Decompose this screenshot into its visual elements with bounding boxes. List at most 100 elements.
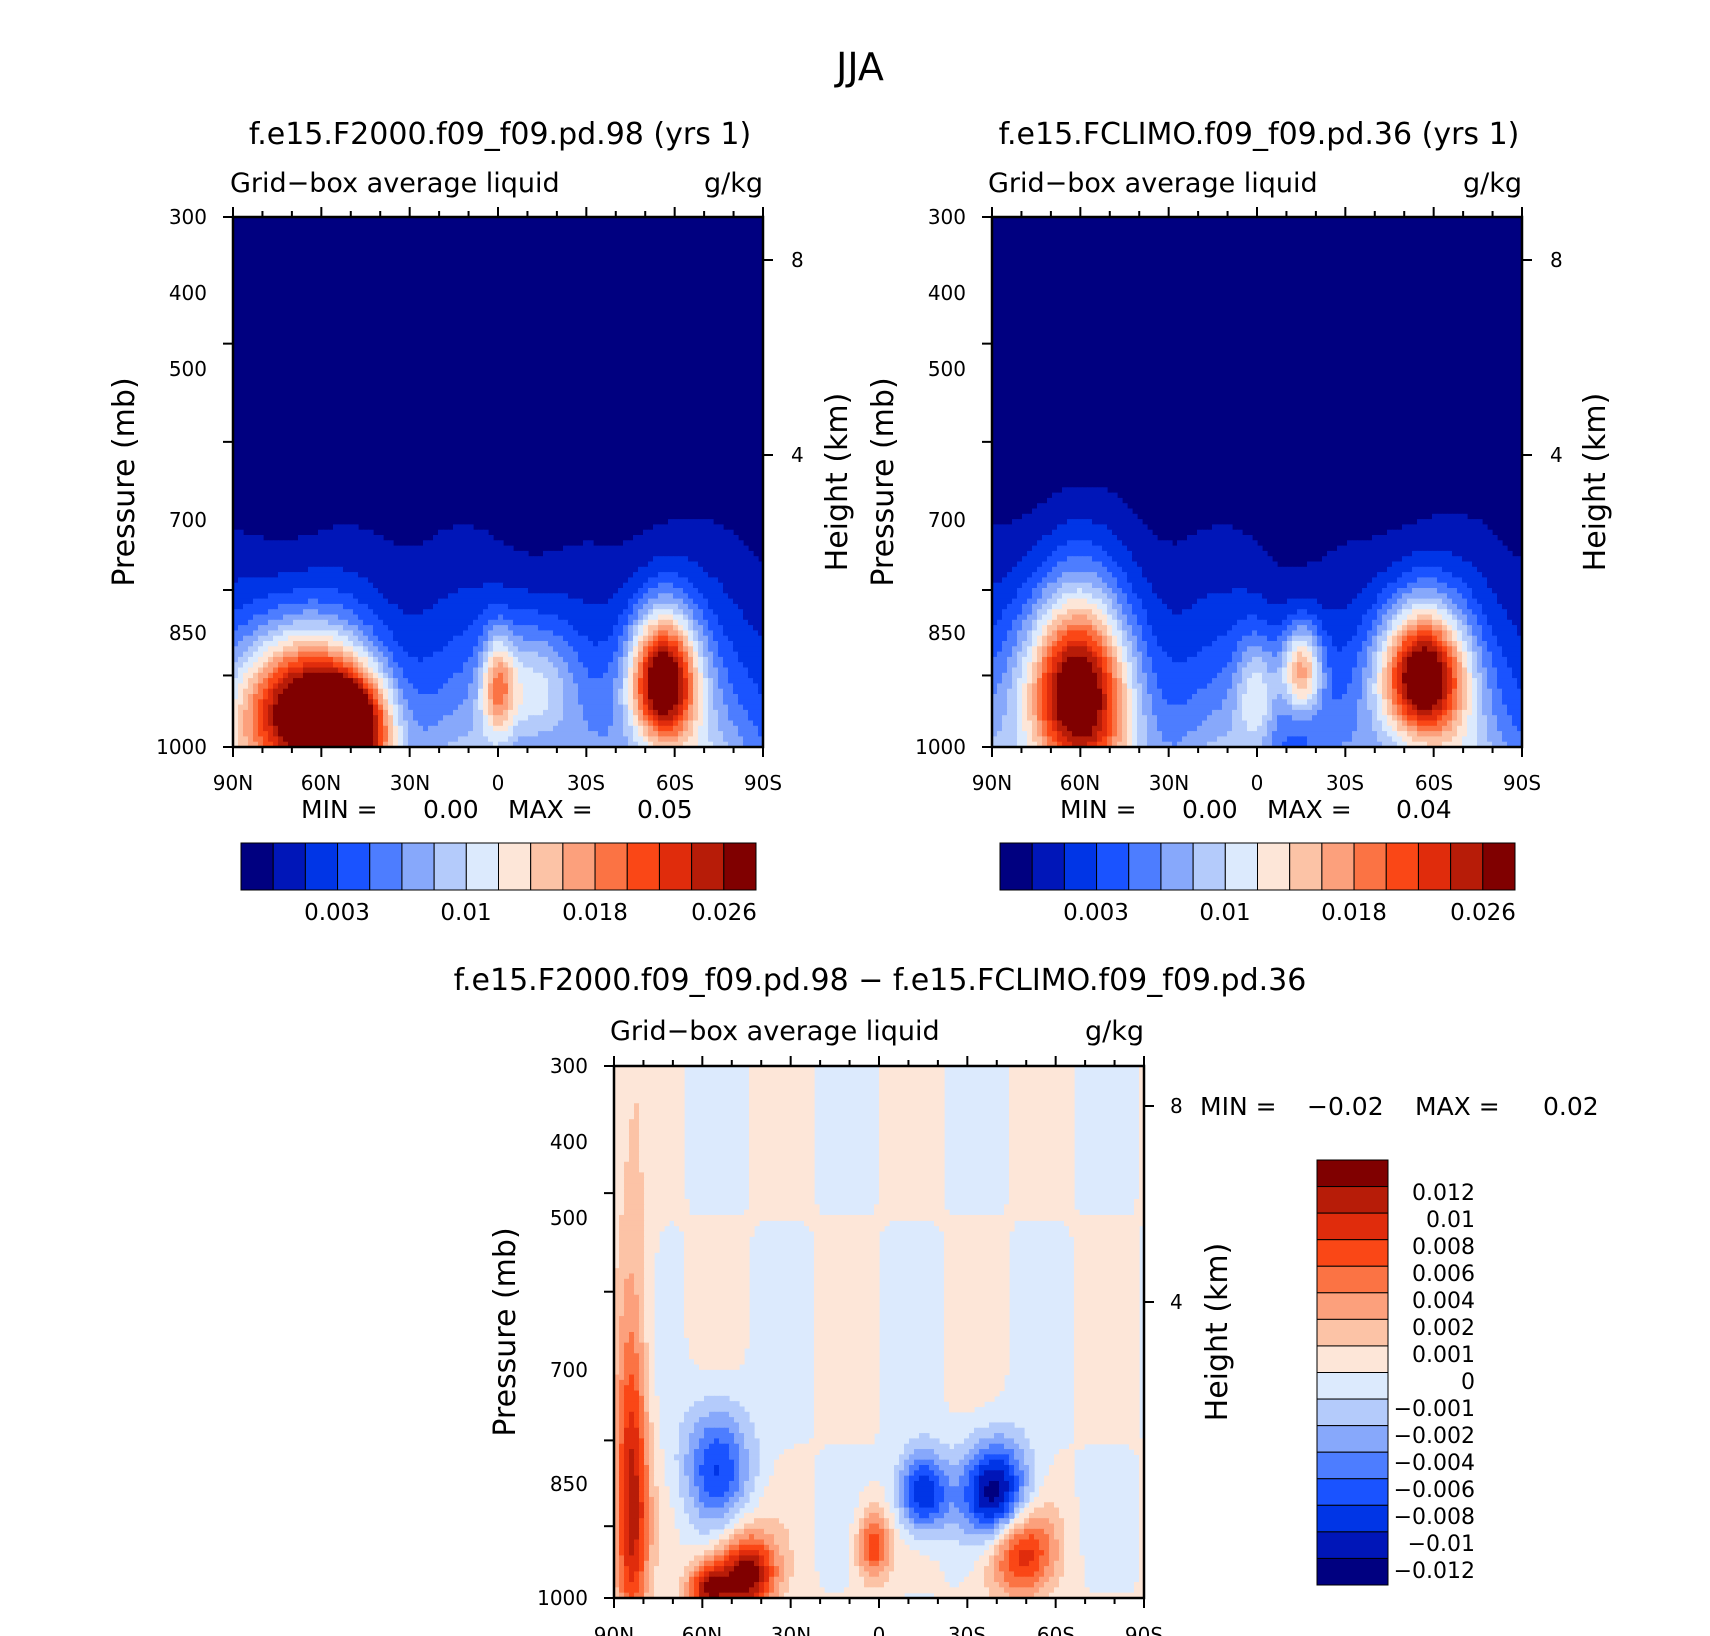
p1-contour-cell bbox=[608, 715, 614, 722]
p1-contour-cell bbox=[503, 614, 509, 621]
p1-contour-cell bbox=[598, 625, 604, 631]
p1-contour-cell bbox=[293, 614, 299, 621]
p1-contour-cell bbox=[363, 731, 369, 737]
p2-contour-cell bbox=[1242, 535, 1248, 541]
p2-contour-cell bbox=[1087, 524, 1093, 531]
p1-contour-cell bbox=[338, 656, 344, 663]
p2-contour-cell bbox=[1147, 540, 1153, 547]
p1-contour-cell bbox=[573, 731, 579, 737]
p1-contour-cell bbox=[333, 593, 339, 600]
p1-contour-cell bbox=[403, 619, 409, 626]
p1-contour-cell bbox=[438, 672, 444, 679]
p1-contour-cell bbox=[308, 635, 314, 642]
p1-contour-cell bbox=[493, 572, 499, 578]
p1-contour-cell bbox=[663, 545, 669, 552]
p1-contour-cell bbox=[693, 572, 699, 578]
p2-contour-cell bbox=[1372, 545, 1378, 552]
p1-contour-cell bbox=[443, 651, 449, 658]
p1-contour-cell bbox=[533, 662, 539, 669]
p2-contour-cell bbox=[1092, 503, 1098, 510]
p2-contour-cell bbox=[1417, 529, 1423, 536]
p1-contour-cell bbox=[703, 646, 709, 653]
p2-contour-cell bbox=[1477, 535, 1483, 541]
p1-contour-cell bbox=[558, 641, 564, 647]
p2-contour-cell bbox=[997, 524, 1003, 531]
p1-contour-cell bbox=[733, 656, 739, 663]
p1-contour-cell bbox=[493, 619, 499, 626]
p1-contour-cell bbox=[703, 635, 709, 642]
p1-contour-cell bbox=[508, 725, 514, 732]
p1-contour-cell bbox=[248, 699, 254, 706]
p1-contour-cell bbox=[418, 588, 424, 594]
p1-contour-cell bbox=[648, 678, 654, 684]
p1-contour-cell bbox=[243, 561, 249, 568]
p1-contour-cell bbox=[363, 694, 369, 700]
p1-contour-cell bbox=[663, 715, 669, 722]
p2-contour-cell bbox=[1437, 556, 1443, 563]
p1-contour-cell bbox=[268, 556, 274, 563]
p1-contour-cell bbox=[393, 741, 399, 748]
p2-contour-cell bbox=[1042, 535, 1048, 541]
p1-contour-cell bbox=[468, 598, 474, 605]
p1-contour-cell bbox=[473, 598, 479, 605]
p1-contour-cell bbox=[333, 545, 339, 552]
p1-contour-cell bbox=[583, 566, 589, 573]
p1-contour-cell bbox=[743, 609, 749, 616]
p1-contour-cell bbox=[653, 704, 659, 711]
p1-contour-cell bbox=[323, 540, 329, 547]
p1-contour-cell bbox=[688, 720, 694, 727]
p1-contour-cell bbox=[568, 630, 574, 637]
p1-contour-cell bbox=[463, 699, 469, 706]
p1-contour-cell bbox=[643, 704, 649, 711]
p1-contour-cell bbox=[433, 656, 439, 663]
p2-contour-cell bbox=[1457, 540, 1463, 547]
p1-contour-cell bbox=[443, 566, 449, 573]
p1-contour-cell bbox=[383, 720, 389, 727]
p1-contour-cell bbox=[578, 646, 584, 653]
p1-contour-cell bbox=[388, 736, 394, 743]
p1-contour-cell bbox=[358, 561, 364, 568]
p1-contour-cell bbox=[558, 699, 564, 706]
p1-contour-cell bbox=[543, 656, 549, 663]
p1-contour-cell bbox=[538, 635, 544, 642]
p1-contour-cell bbox=[533, 699, 539, 706]
p1-contour-cell bbox=[418, 572, 424, 578]
p1-contour-cell bbox=[368, 582, 374, 589]
p1-contour-cell bbox=[718, 609, 724, 616]
p1-contour-cell bbox=[728, 593, 734, 600]
p1-contour-cell bbox=[688, 683, 694, 690]
p2-contour-cell bbox=[1437, 519, 1443, 525]
p1-contour-cell bbox=[293, 545, 299, 552]
p1-contour-cell bbox=[623, 683, 629, 690]
p1-contour-cell bbox=[723, 625, 729, 631]
p1-contour-cell bbox=[398, 646, 404, 653]
p2-contour-cell bbox=[1112, 524, 1118, 531]
p2-contour-cell bbox=[1402, 550, 1408, 557]
p1-contour-cell bbox=[563, 635, 569, 642]
p1-contour-cell bbox=[348, 715, 354, 722]
p1-contour-cell bbox=[543, 556, 549, 563]
p1-contour-cell bbox=[648, 641, 654, 647]
p1-contour-cell bbox=[703, 725, 709, 732]
p1-contour-cell bbox=[678, 545, 684, 552]
p1-contour-cell bbox=[288, 588, 294, 594]
p2-contour-cell bbox=[1142, 556, 1148, 563]
p1-contour-cell bbox=[558, 582, 564, 589]
p1-contour-cell bbox=[643, 550, 649, 557]
p1-contour-cell bbox=[278, 588, 284, 594]
p1-contour-cell bbox=[473, 572, 479, 578]
p1-contour-cell bbox=[688, 635, 694, 642]
p1-contour-cell bbox=[568, 545, 574, 552]
p1-contour-cell bbox=[703, 588, 709, 594]
p1-contour-cell bbox=[553, 630, 559, 637]
p1-contour-cell bbox=[718, 619, 724, 626]
p1-ytick-label: 850 bbox=[169, 621, 207, 645]
p1-contour-cell bbox=[663, 588, 669, 594]
p1-contour-cell bbox=[253, 646, 259, 653]
p1-contour-cell bbox=[548, 709, 554, 716]
p1-contour-cell bbox=[453, 625, 459, 631]
p1-contour-cell bbox=[443, 609, 449, 616]
p1-contour-cell bbox=[558, 630, 564, 637]
p1-contour-cell bbox=[293, 625, 299, 631]
p2-contour-cell bbox=[1012, 550, 1018, 557]
